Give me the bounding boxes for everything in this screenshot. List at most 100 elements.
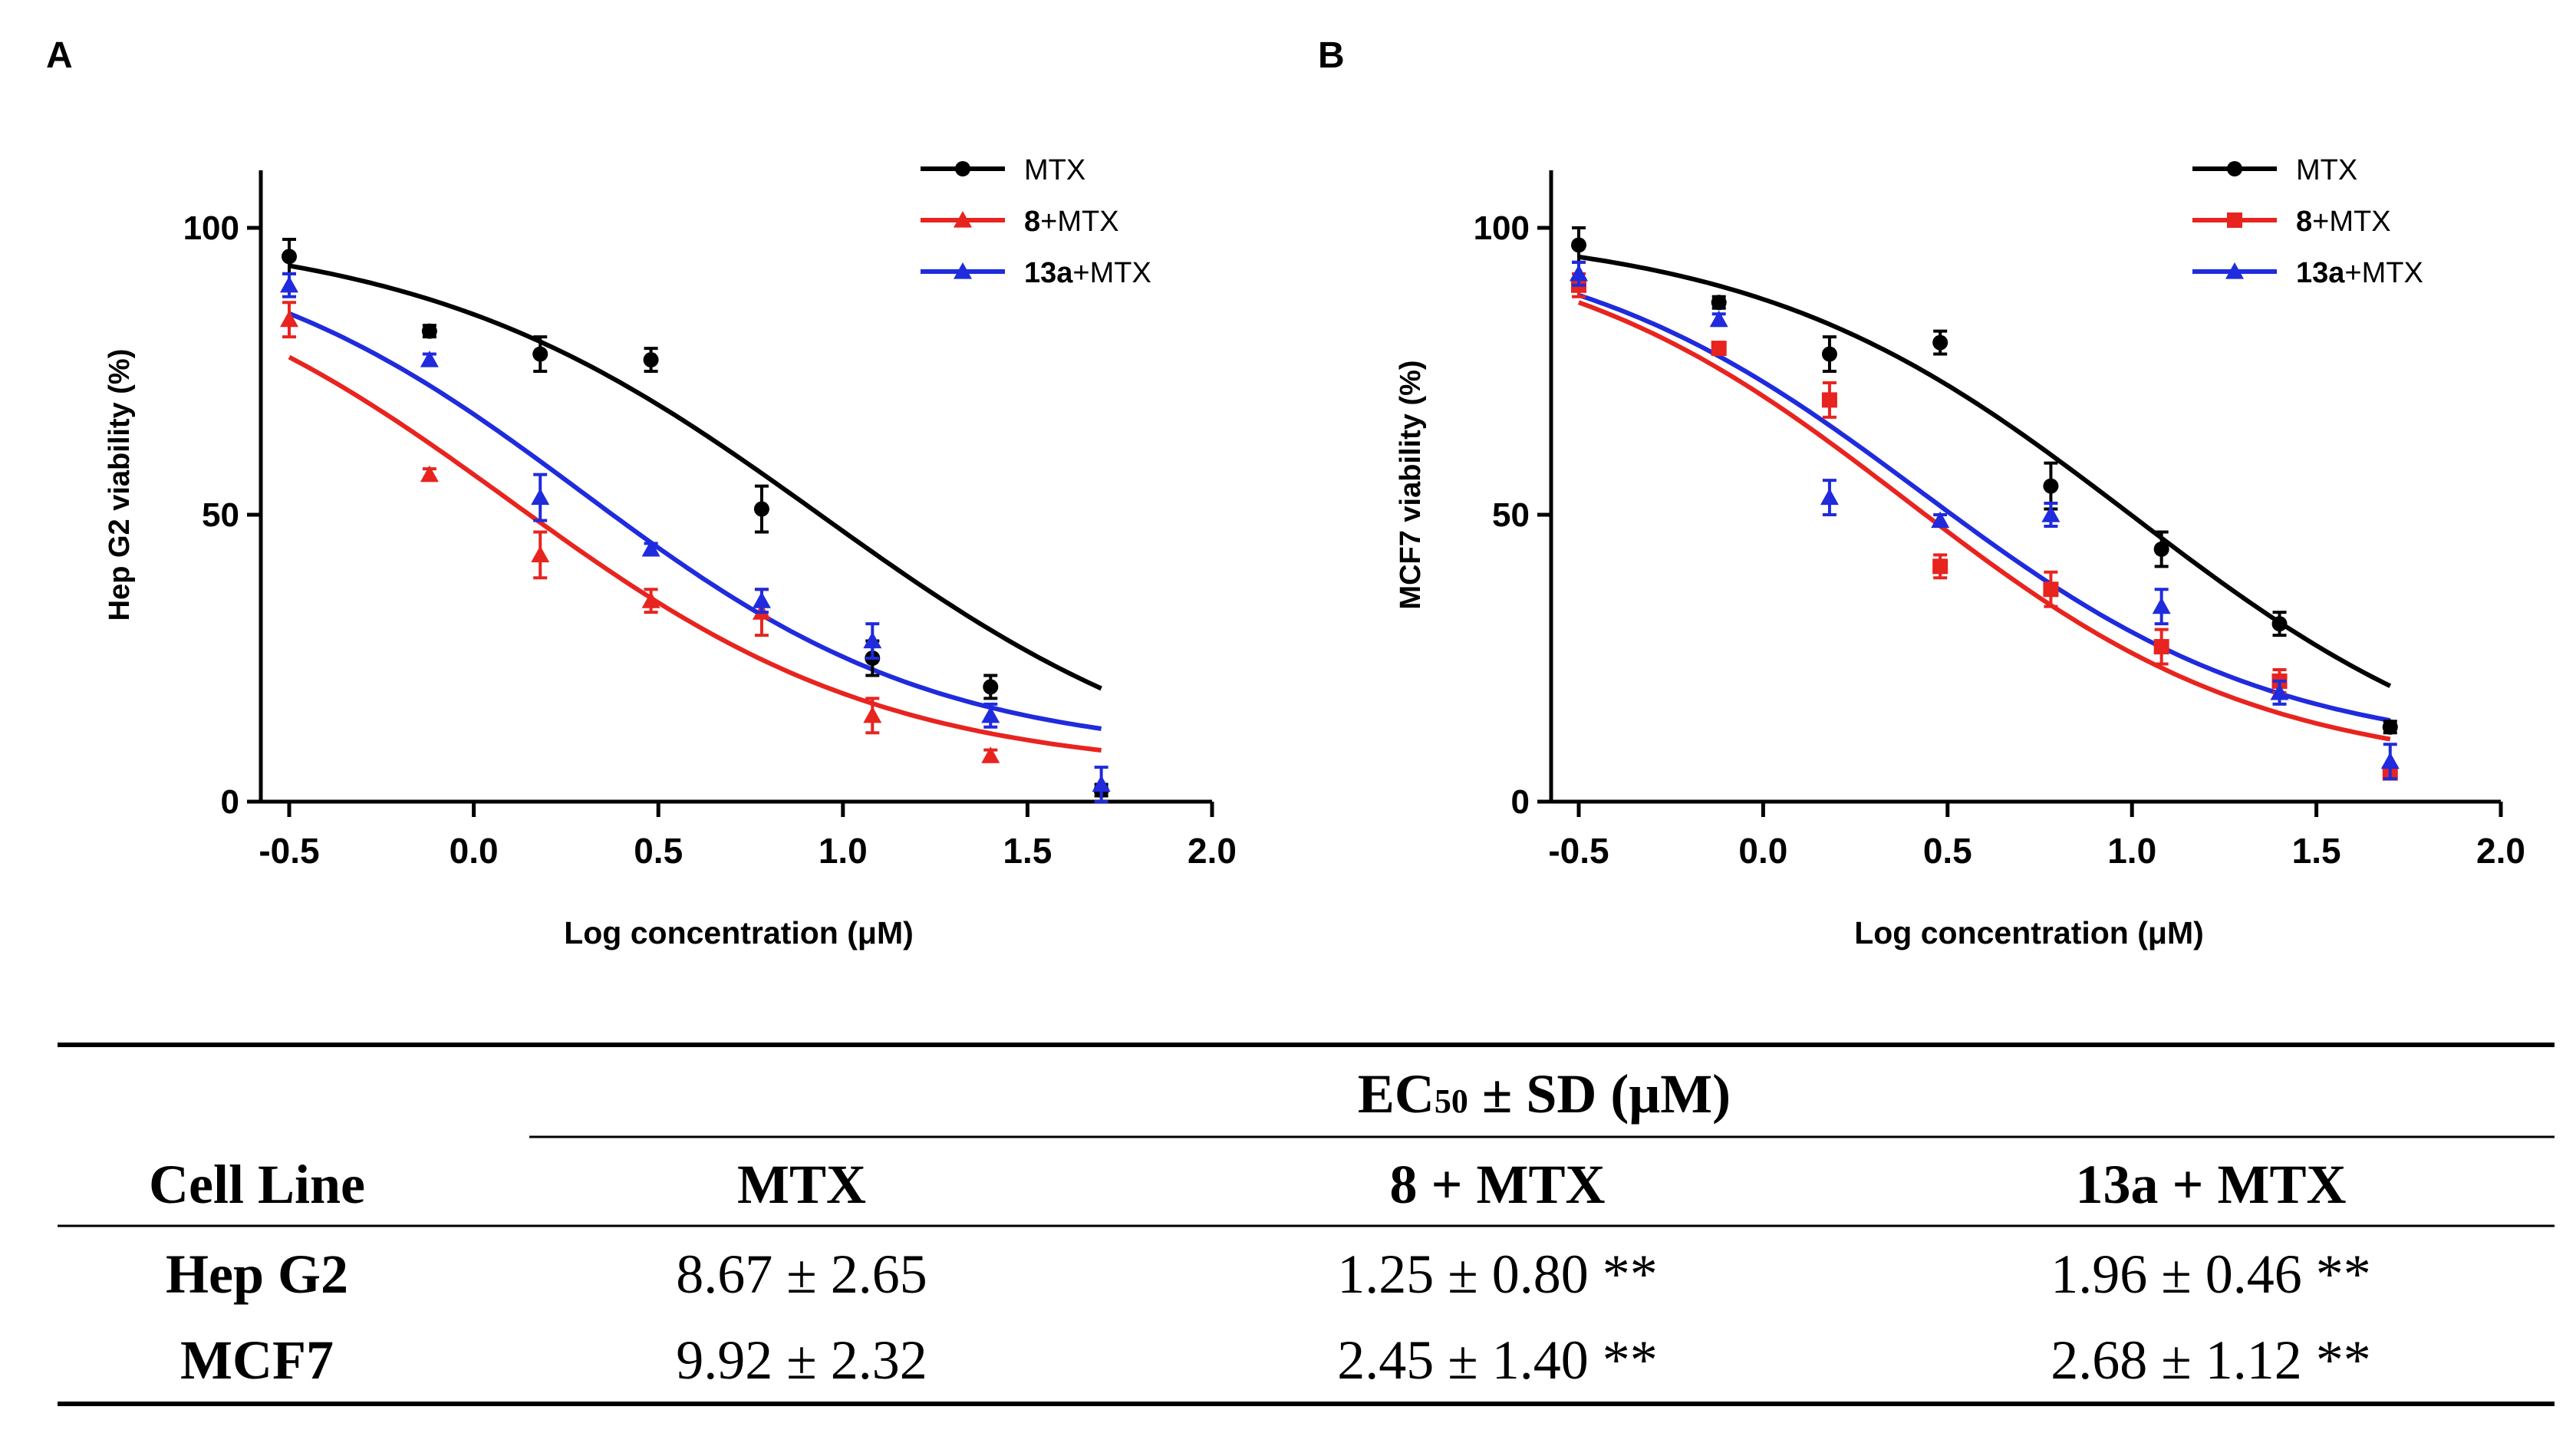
data-point-13a-mtx [280,275,298,293]
data-point-mtx [532,346,548,362]
ec50-table: EC50 ± SD (μM) Cell Line MTX 8 + MTX 13a… [58,1043,2555,1406]
fit-curve-8-mtx [1577,300,2391,742]
legend-marker-8-mtx [2227,212,2242,228]
row-value-8-mtx: 2.45 ± 1.40 ** [1337,1329,1658,1391]
legend-marker-13a-mtx [2225,262,2244,279]
panel-label-a: A [46,35,73,76]
table-row: MCF7 9.92 ± 2.32 2.45 ± 1.40 ** 2.68 ± 1… [180,1329,2371,1391]
row-cell-line: Hep G2 [166,1244,348,1305]
x-tick-label: 0.5 [634,831,683,871]
data-point-13a-mtx [2041,506,2060,522]
legend-marker-8-mtx [954,211,972,228]
legend-label-bold: 13a [2296,257,2345,289]
x-tick-label: 2.0 [1188,831,1237,871]
data-point-8-mtx [981,746,1000,763]
legend-label-rest: +MTX [1072,257,1151,289]
data-point-13a-mtx [2152,597,2171,614]
legend-marker-mtx [955,161,970,176]
fit-curve-13a-mtx [288,311,1102,731]
panel-b: B MCF7 viability (%) Log concentration (… [1318,35,2525,950]
data-point-8-mtx [2043,581,2059,598]
x-tick-label: -0.5 [1548,831,1609,871]
legend-label-bold: 13a [1024,257,1073,289]
y-tick-label: 50 [1492,496,1530,534]
y-tick-label: 100 [183,209,239,247]
x-axis-label: Log concentration (μM) [564,915,914,950]
data-point-mtx [1821,346,1837,362]
legend-marker-mtx [2227,161,2242,176]
data-point-mtx [2153,541,2169,557]
y-axis-label: MCF7 viability (%) [1395,360,1427,609]
data-point-13a-mtx [641,539,660,557]
header-ec: EC [1358,1063,1435,1125]
data-point-mtx [282,249,297,265]
legend-label-13a-mtx: 13a+MTX [2296,257,2423,289]
legend-label-rest: MTX [2296,154,2357,186]
data-point-mtx [2043,478,2059,494]
data-point-mtx [643,352,659,368]
legend-label-bold: 8 [1024,206,1040,238]
x-tick-label: 2.0 [2476,831,2525,871]
x-tick-label: 0.5 [1923,831,1972,871]
y-tick-label: 0 [221,783,239,821]
x-tick-label: 1.0 [819,831,868,871]
header-subscript: 50 [1435,1082,1468,1120]
data-point-8-mtx [420,465,439,483]
legend-marker-13a-mtx [954,262,972,279]
table-group-header: EC50 ± SD (μM) [1358,1063,1731,1125]
row-value-8-mtx: 1.25 ± 0.80 ** [1337,1244,1658,1305]
x-tick-label: 1.5 [2292,831,2341,871]
data-point-mtx [1571,237,1586,253]
data-point-8-mtx [531,545,550,562]
legend-label-rest: +MTX [2344,257,2423,289]
legend-label-8-mtx: 8+MTX [2296,206,2391,238]
data-point-8-mtx [1821,392,1837,408]
data-point-mtx [753,501,769,517]
legend-label-rest: +MTX [2312,206,2390,238]
legend-label-rest: MTX [1024,154,1085,186]
data-point-13a-mtx [1709,310,1728,328]
x-tick-label: 0.0 [450,831,499,871]
y-axis-label: Hep G2 viability (%) [104,349,136,621]
table-header-row: Cell Line MTX 8 + MTX 13a + MTX [149,1154,2347,1215]
x-tick-label: 0.0 [1738,831,1787,871]
panel-a: A Hep G2 viability (%) Log concentration… [46,35,1237,950]
data-point-8-mtx [1932,558,1948,575]
data-point-13a-mtx [420,351,439,367]
legend-label-rest: +MTX [1040,206,1118,238]
row-value-13a-mtx: 1.96 ± 0.46 ** [2051,1244,2371,1305]
legend-label-bold: 8 [2296,206,2312,238]
data-point-13a-mtx [863,631,882,649]
fit-curve-mtx [288,263,1102,691]
data-point-mtx [983,679,999,695]
data-point-13a-mtx [531,488,550,506]
data-point-13a-mtx [2380,752,2400,769]
column-header-8-mtx: 8 + MTX [1389,1154,1605,1215]
column-header-13a-mtx: 13a + MTX [2075,1154,2346,1215]
data-point-mtx [1711,295,1727,311]
legend-label-13a-mtx: 13a+MTX [1024,257,1151,289]
row-value-13a-mtx: 2.68 ± 1.12 ** [2051,1329,2371,1391]
data-point-13a-mtx [1931,511,1950,529]
column-header-mtx: MTX [737,1154,866,1215]
data-point-13a-mtx [1092,775,1111,792]
row-value-mtx: 8.67 ± 2.65 [676,1244,927,1305]
data-point-8-mtx [280,310,298,328]
y-tick-label: 0 [1511,783,1530,821]
data-point-mtx [2382,719,2398,735]
data-point-13a-mtx [981,706,1000,723]
column-header-cell-line: Cell Line [149,1154,365,1215]
data-point-8-mtx [641,591,660,608]
data-point-13a-mtx [2270,683,2289,700]
header-rest: ± SD (μM) [1468,1063,1731,1125]
x-tick-label: -0.5 [259,831,319,871]
data-point-mtx [421,323,437,339]
table-row: Hep G2 8.67 ± 2.65 1.25 ± 0.80 ** 1.96 ±… [166,1244,2371,1305]
legend-label-8-mtx: 8+MTX [1024,206,1119,238]
x-axis-label: Log concentration (μM) [1854,915,2204,950]
data-point-mtx [2271,616,2288,632]
data-point-8-mtx [1711,341,1727,357]
x-tick-label: 1.5 [1003,831,1052,871]
fit-curve-mtx [1578,254,2392,688]
